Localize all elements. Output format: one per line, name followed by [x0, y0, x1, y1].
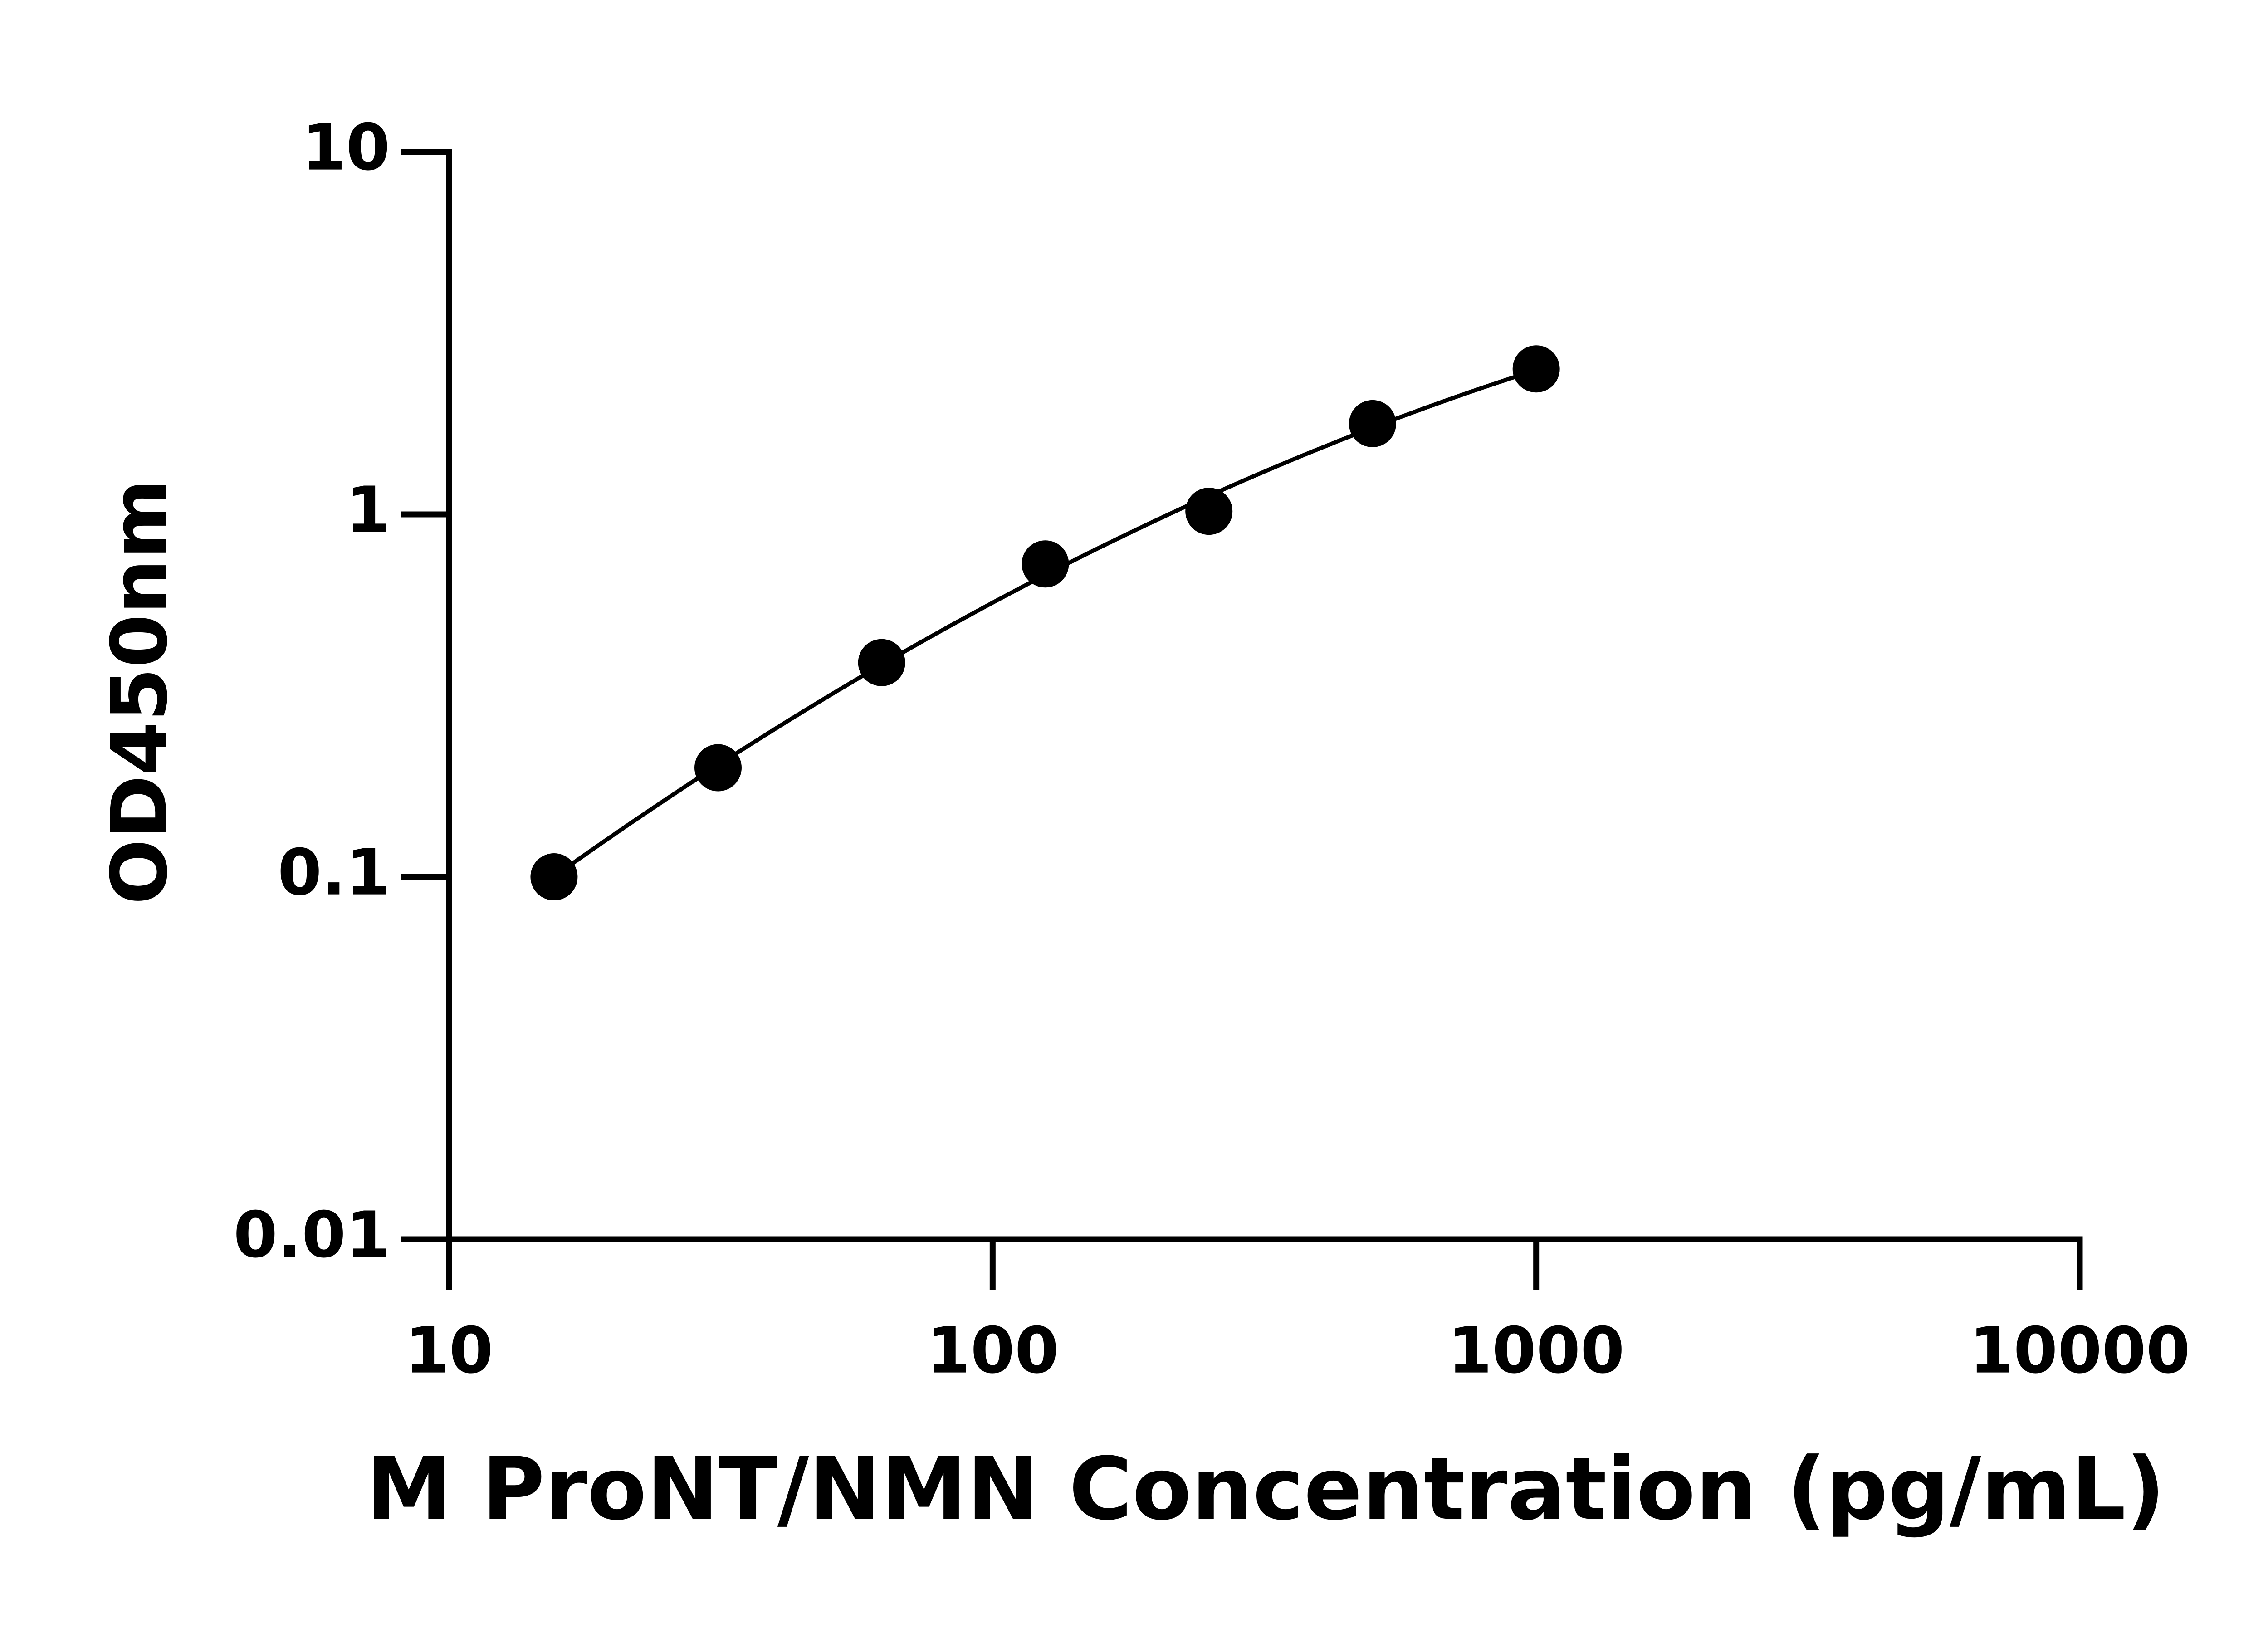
- fit-curve: [552, 368, 1537, 879]
- y-tick-label: 1: [346, 474, 390, 548]
- data-point: [530, 853, 578, 900]
- y-tick-label: 10: [302, 111, 390, 185]
- y-tick-label: 0.1: [278, 836, 390, 910]
- data-point: [1349, 400, 1396, 447]
- data-point: [694, 744, 742, 792]
- x-tick-label: 100: [926, 1314, 1059, 1388]
- x-tick-label: 10: [405, 1314, 494, 1388]
- y-axis-title: OD450nm: [95, 479, 185, 905]
- x-tick-label: 1000: [1448, 1314, 1625, 1388]
- data-point: [858, 639, 905, 686]
- data-point: [1185, 488, 1233, 535]
- x-axis-title: M ProNT/NMN Concentration (pg/mL): [366, 1439, 2165, 1539]
- data-point: [1022, 540, 1069, 588]
- data-point: [1512, 345, 1560, 393]
- x-tick-label: 10000: [1969, 1314, 2190, 1388]
- y-tick-label: 0.01: [234, 1198, 390, 1272]
